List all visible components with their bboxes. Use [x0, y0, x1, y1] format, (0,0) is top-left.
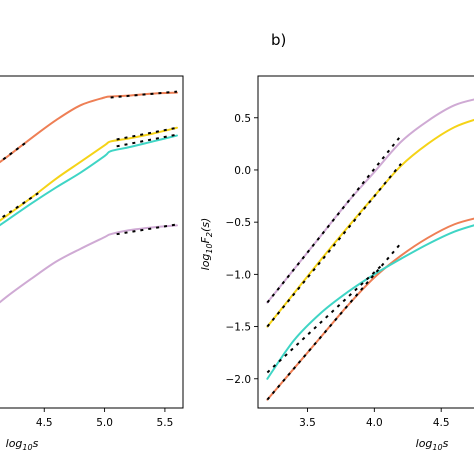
panel-b-x-tick-label: 4.5 — [433, 417, 450, 429]
panel-b-y-tick-label: 0.5 — [234, 113, 251, 125]
panel-a-fit-line-1 — [0, 141, 27, 164]
panel-b-series-yellow-line — [266, 118, 474, 328]
panel-b-y-ticks: −2.0 −1.5 −1.0 −0.5 0.0 0.5 — [226, 113, 258, 386]
panel-b-axes-frame — [257, 75, 474, 409]
panel-a-xlabel-post: s — [33, 437, 39, 450]
panel-a-x-tick-label: 5.5 — [157, 417, 174, 429]
panel-a-xlabel-sub: 10 — [22, 443, 32, 452]
panel-a-series-turquoise-line — [0, 134, 178, 227]
panel-a-series-orange-line — [0, 91, 178, 164]
panel-b-y-tick-label: −1.0 — [226, 269, 252, 281]
panel-b-y-tick-label: −2.0 — [226, 374, 252, 386]
panel-a-x-ticks: 4.5 5.0 5.5 — [36, 408, 173, 429]
panel-b-fit-line-4 — [266, 265, 382, 374]
panel-b-xlabel-pre: log — [416, 437, 433, 450]
panel-a-x-axis-label: log10s — [6, 437, 39, 452]
panel-b-x-axis-label: log10s — [416, 437, 449, 452]
panel-b-fit-lines — [266, 134, 402, 401]
panel-b-fit-line-2 — [266, 163, 402, 328]
panel-a-axes-frame — [0, 75, 184, 409]
panel-b-ylabel-sub: 10 — [205, 243, 214, 253]
panel-a-xlabel-pre: log — [6, 437, 23, 450]
panel-b-x-ticks: 3.5 4.0 4.5 — [299, 408, 450, 429]
panel-a-fit-line-3 — [0, 192, 39, 221]
panel-b-ylabel-pre: log — [199, 254, 212, 271]
panel-b-y-tick-label: −0.5 — [226, 217, 252, 229]
panel-a-series-yellow-line — [0, 126, 178, 222]
panel-b-xlabel-sub: 10 — [432, 443, 442, 452]
panel-a-fit-line-5 — [116, 126, 178, 141]
panel-b-fit-line-3 — [266, 242, 402, 401]
panel-b-label: b) — [271, 31, 286, 49]
panel-b-y-tick-label: 0.0 — [234, 165, 251, 177]
panel-a-chart: 4.5 5.0 5.5 log10s — [0, 75, 184, 452]
panel-b-series-turquoise-line — [266, 224, 474, 380]
panel-a-series-lilac-line — [0, 224, 178, 304]
panel-a-fit-line-2 — [110, 90, 178, 99]
panel-b-x-tick-label: 3.5 — [299, 417, 316, 429]
panel-b-series-group — [266, 98, 474, 401]
panel-a-x-tick-label: 5.0 — [96, 417, 113, 429]
panel-a-fit-lines — [0, 90, 178, 236]
panel-b-fit-line-1 — [266, 134, 402, 304]
panel-a-series-group — [0, 91, 178, 304]
panel-b-ylabel-mid: F — [199, 236, 212, 243]
panel-a-fit-line-4 — [116, 133, 178, 148]
panel-a-x-tick-label: 4.5 — [36, 417, 53, 429]
panel-b-ylabel-post: (s) — [199, 218, 212, 232]
panel-a-fit-line-6 — [116, 223, 178, 236]
panel-b-chart: 3.5 4.0 4.5 −2.0−1.5−1.0−0.50.00.5 log10s … — [199, 75, 474, 452]
panel-b-y-axis-label: log10F2(s) — [199, 218, 214, 271]
panel-b-ylabel-sub2: 2 — [205, 232, 214, 237]
panel-b-x-tick-label: 4.0 — [366, 417, 383, 429]
panel-b-xlabel-post: s — [443, 437, 449, 450]
panel-b-y-tick-label: −1.5 — [226, 322, 252, 334]
panel-b-series-orange-line — [266, 217, 474, 401]
